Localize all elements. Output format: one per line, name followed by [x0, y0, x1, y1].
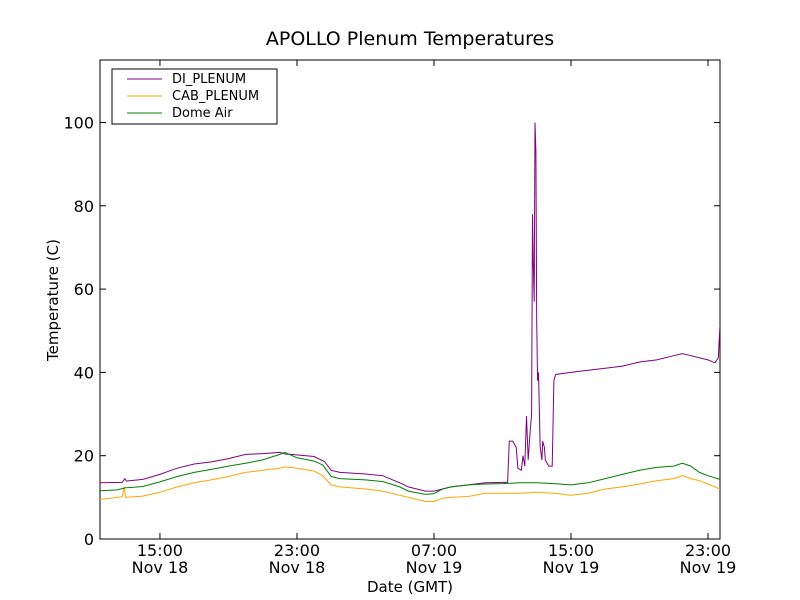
series-line-cab-plenum	[100, 466, 720, 502]
x-tick-time-0: 15:00	[137, 541, 183, 560]
x-tick-time-4: 23:00	[685, 541, 731, 560]
y-tick-label-40: 40	[74, 363, 94, 382]
legend: DI_PLENUM CAB_PLENUM Dome Air	[111, 68, 278, 125]
x-tick-date-4: Nov 19	[680, 558, 737, 577]
chart-title: APOLLO Plenum Temperatures	[266, 28, 554, 50]
y-tick-label-80: 80	[74, 197, 94, 216]
series-line-di-plenum	[100, 122, 720, 492]
plot-area	[99, 59, 721, 540]
legend-label-cab-plenum: CAB_PLENUM	[172, 89, 259, 104]
y-tick-label-20: 20	[74, 447, 94, 466]
x-tick-time-3: 15:00	[548, 541, 594, 560]
x-tick-date-3: Nov 19	[543, 558, 600, 577]
x-tick-date-1: Nov 18	[269, 558, 326, 577]
x-axis-label: Date (GMT)	[367, 578, 453, 596]
y-tick-label-100: 100	[63, 113, 94, 132]
legend-label-di-plenum: DI_PLENUM	[172, 72, 246, 87]
x-tick-date-0: Nov 18	[132, 558, 189, 577]
y-axis: 0 20 40 60 80 100	[63, 113, 720, 549]
y-axis-label: Temperature (C)	[44, 239, 62, 362]
series-layer	[100, 122, 720, 502]
y-tick-label-60: 60	[74, 280, 94, 299]
legend-label-dome-air: Dome Air	[172, 106, 233, 121]
series-line-dome-air	[100, 451, 720, 495]
x-tick-date-2: Nov 19	[406, 558, 463, 577]
x-tick-time-2: 07:00	[411, 541, 457, 560]
x-tick-time-1: 23:00	[274, 541, 320, 560]
y-tick-label-0: 0	[84, 530, 94, 549]
